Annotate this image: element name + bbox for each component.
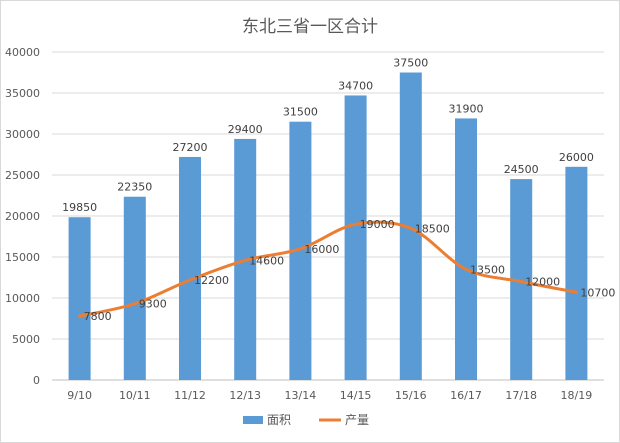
y-tick-label: 35000 — [5, 87, 40, 100]
y-tick-label: 5000 — [12, 333, 40, 346]
line-data-label: 13500 — [470, 263, 505, 276]
x-tick-label: 17/18 — [505, 389, 537, 402]
line-data-label: 9300 — [139, 298, 167, 311]
x-tick-label: 11/12 — [174, 389, 206, 402]
bar-data-label: 26000 — [559, 151, 594, 164]
x-tick-label: 18/19 — [561, 389, 593, 402]
y-tick-label: 40000 — [5, 46, 40, 59]
x-tick-label: 16/17 — [450, 389, 482, 402]
legend-label-bar: 面积 — [267, 413, 291, 427]
bar-data-label: 34700 — [338, 79, 373, 92]
line-point — [354, 222, 358, 226]
bar — [455, 118, 477, 381]
line-data-label: 14600 — [249, 254, 284, 267]
line-point — [574, 290, 578, 294]
x-tick-label: 15/16 — [395, 389, 427, 402]
x-tick-label: 13/14 — [285, 389, 317, 402]
y-tick-label: 0 — [33, 374, 40, 387]
bar — [68, 217, 91, 380]
bar-data-label: 29400 — [228, 123, 263, 136]
bar — [289, 121, 312, 380]
x-tick-label: 12/13 — [229, 389, 261, 402]
line-point — [519, 280, 523, 284]
line-point — [188, 278, 192, 282]
bar — [344, 95, 367, 381]
bar-data-label: 19850 — [62, 201, 97, 214]
chart-title: 东北三省一区合计 — [242, 17, 378, 37]
line-data-label: 10700 — [580, 286, 615, 299]
y-tick-label: 25000 — [5, 169, 40, 182]
x-tick-label: 14/15 — [340, 389, 372, 402]
bar — [123, 196, 146, 380]
legend-swatch-bar — [243, 416, 263, 424]
bar-data-label: 31900 — [449, 102, 484, 115]
line-point — [133, 302, 137, 306]
bar — [565, 166, 588, 380]
bar-data-label: 24500 — [504, 163, 539, 176]
y-tick-label: 30000 — [5, 128, 40, 141]
line-data-label: 18500 — [415, 222, 450, 235]
bar-data-label: 27200 — [173, 141, 208, 154]
line-data-label: 12000 — [525, 276, 560, 289]
bar — [510, 179, 533, 380]
y-tick-label: 20000 — [5, 210, 40, 223]
line-point — [78, 314, 82, 318]
y-tick-label: 10000 — [5, 292, 40, 305]
line-point — [243, 258, 247, 262]
bar-data-label: 31500 — [283, 106, 318, 119]
bar — [399, 72, 422, 380]
bar-data-label: 37500 — [393, 57, 428, 70]
legend-label-line: 产量 — [345, 413, 369, 427]
line-point — [298, 247, 302, 251]
line-data-label: 19000 — [360, 218, 395, 231]
bar — [179, 156, 201, 380]
x-tick-label: 10/11 — [119, 389, 151, 402]
bar-data-label: 22350 — [117, 181, 152, 194]
line-point — [464, 267, 468, 271]
line-data-label: 7800 — [84, 310, 112, 323]
y-tick-label: 15000 — [5, 251, 40, 264]
x-tick-label: 9/10 — [67, 389, 92, 402]
line-data-label: 12200 — [194, 274, 229, 287]
line-point — [409, 226, 413, 230]
line-series-path — [78, 220, 578, 318]
line-data-label: 16000 — [304, 243, 339, 256]
